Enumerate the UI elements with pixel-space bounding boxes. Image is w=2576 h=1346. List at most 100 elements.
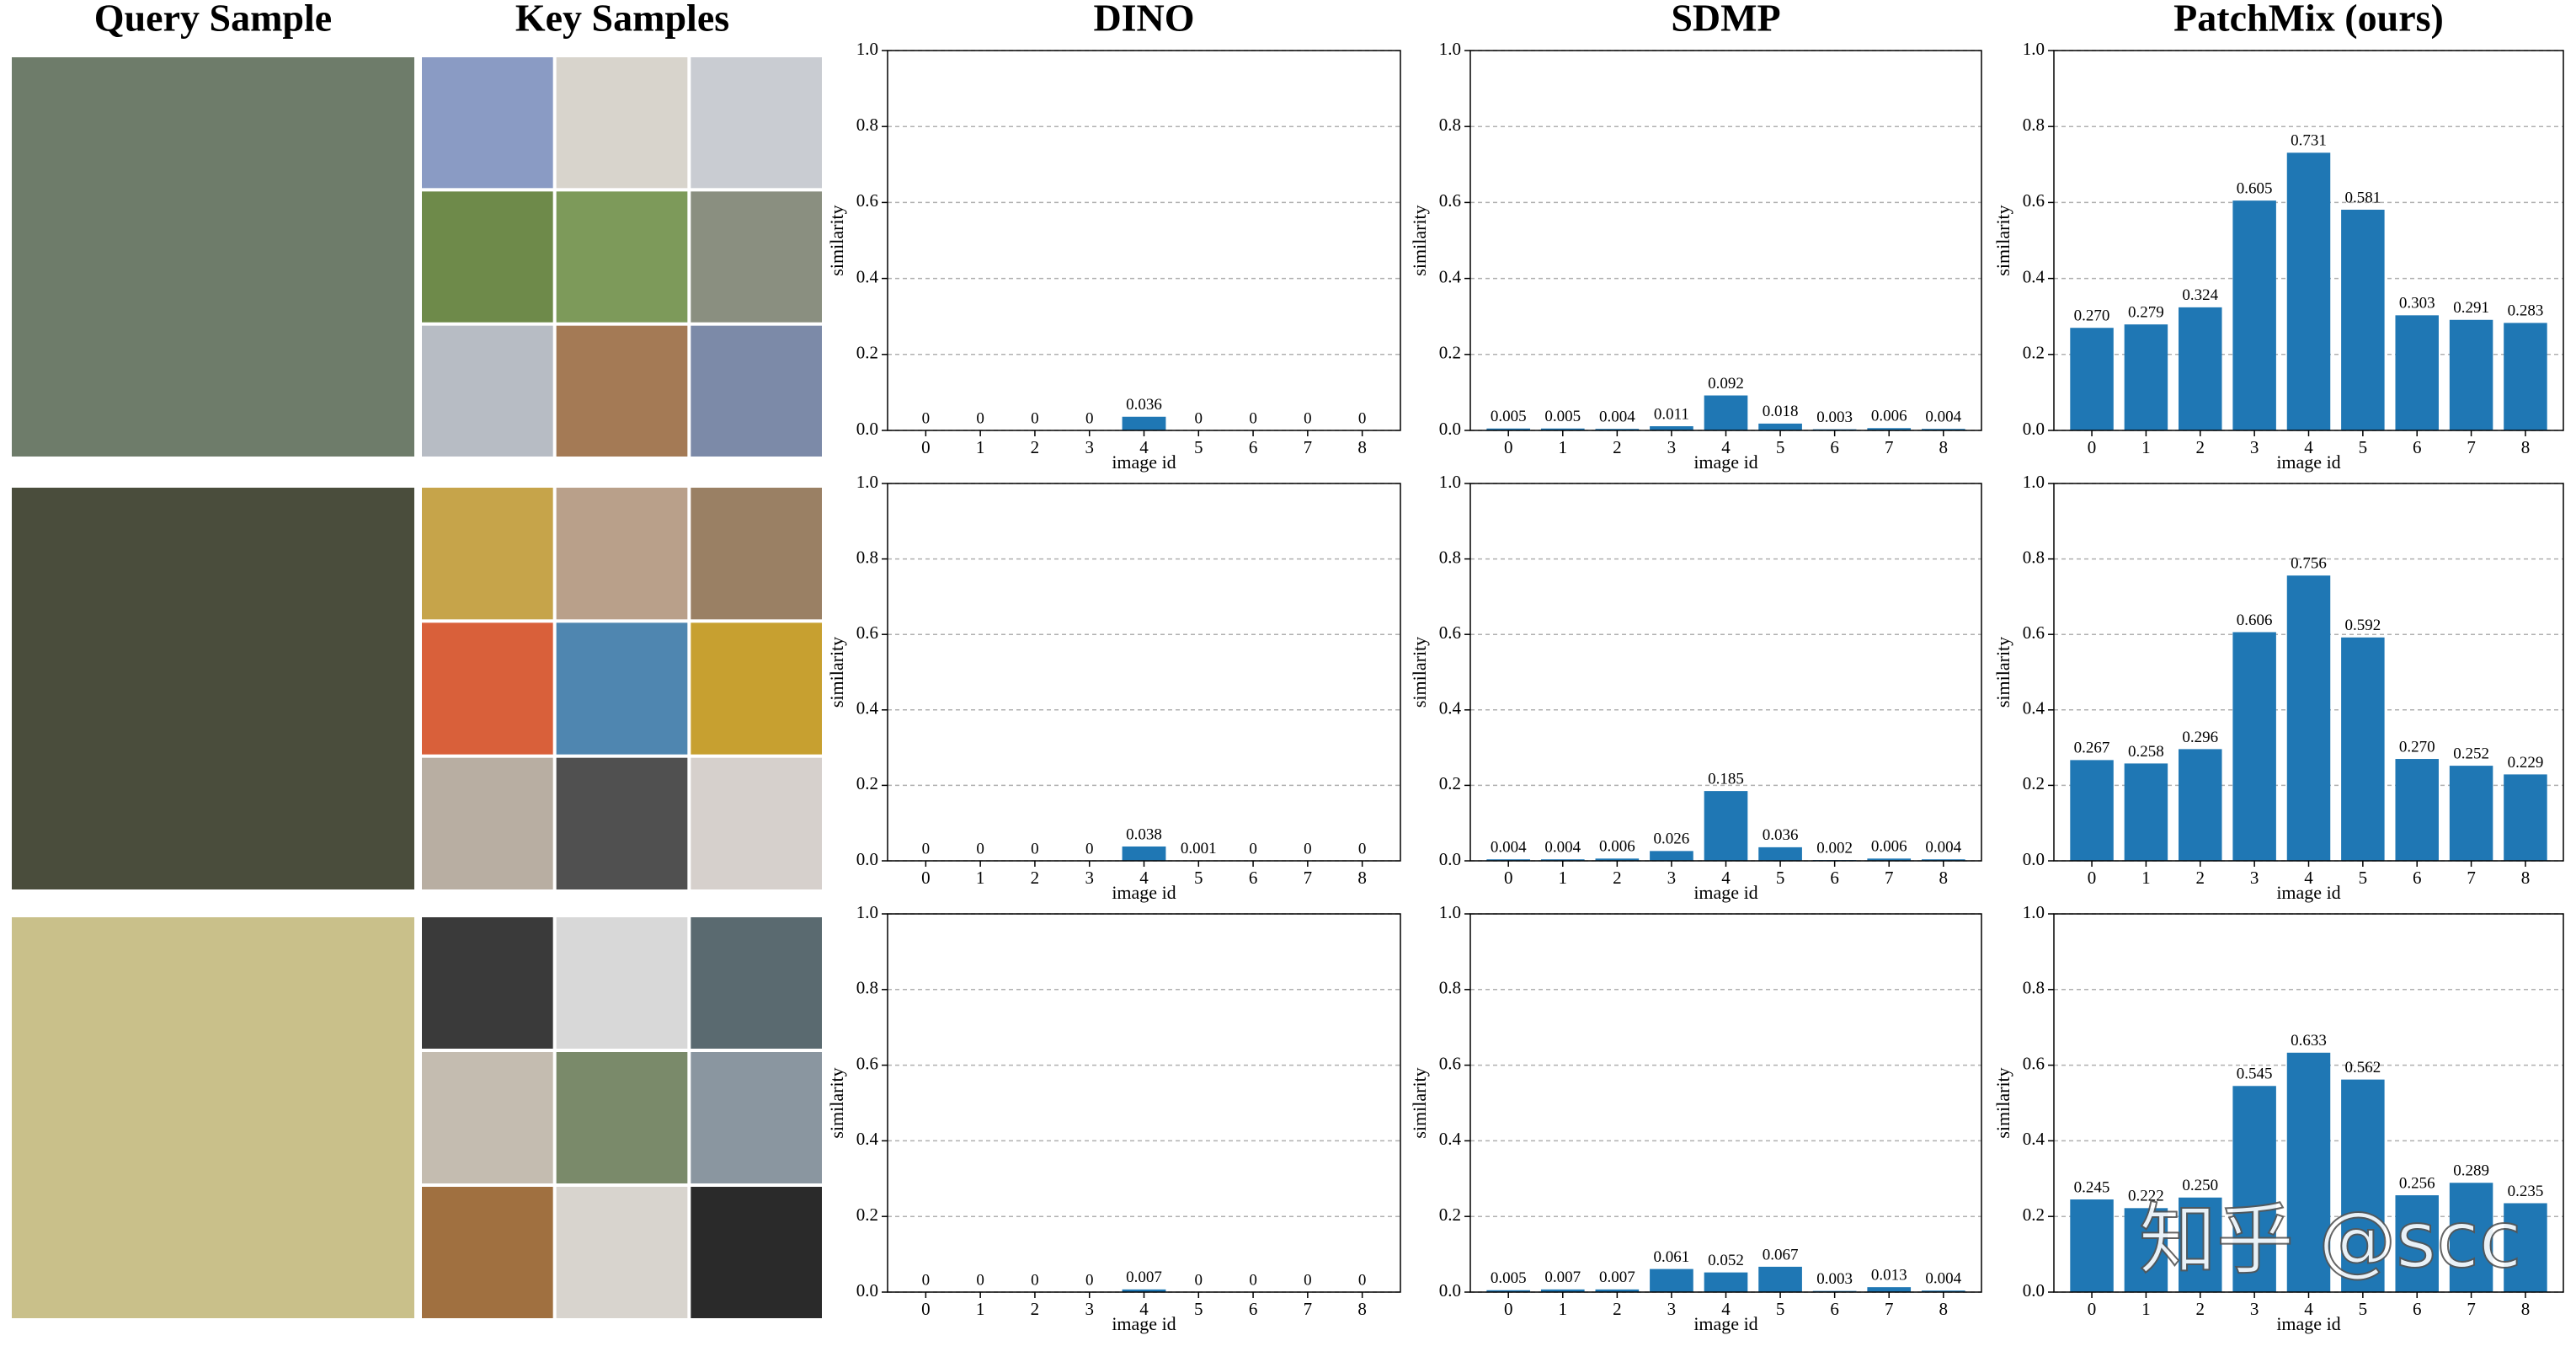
bar [2070,760,2114,861]
x-tick-label: 7 [2467,868,2476,888]
plot-frame [2053,483,2564,862]
y-tick-label: 0.0 [2023,849,2045,869]
x-tick-label: 6 [2413,1299,2422,1319]
key-photo [422,917,553,1049]
x-tick-label: 3 [1085,1299,1094,1319]
value-label: 0.270 [2399,738,2435,756]
value-label: 0.004 [1544,839,1581,857]
y-tick-label: 1.0 [856,902,878,922]
x-tick-label: 5 [2359,1299,2368,1319]
bar [2341,209,2385,430]
bar [1122,1289,1166,1292]
bar [1650,1269,1693,1292]
bar [2286,152,2331,430]
key-photo [691,1187,822,1318]
y-tick-label: 0.6 [856,190,878,211]
y-tick-label: 0.0 [856,1280,878,1301]
value-label: 0.283 [2508,302,2544,320]
y-tick-label: 0.2 [856,773,878,793]
plot-frame [887,483,1401,862]
x-tick-label: 2 [1031,868,1040,888]
bar [1595,858,1640,861]
x-tick-label: 7 [1304,437,1313,457]
bar [2504,1203,2547,1292]
value-label: 0.005 [1491,1269,1527,1287]
value-label: 0 [922,840,931,857]
x-tick-label: 6 [1249,1299,1258,1319]
y-tick-label: 0.2 [1439,773,1461,793]
x-tick-label: 0 [1504,1299,1513,1319]
value-label: 0 [1195,1271,1203,1289]
value-label: 0.258 [2128,743,2164,761]
bar-chart: 0.0 0.2 0.4 0.6 0.8 1.0 0.245 0 0.222 1 0.250 2 0.54… [1992,902,2564,1334]
y-tick-label: 0.2 [2023,1204,2045,1225]
x-tick-label: 5 [2359,437,2368,457]
y-tick-label: 0.8 [2023,115,2045,135]
bar [2124,763,2168,861]
value-label: 0 [1031,840,1039,857]
value-label: 0.005 [1491,408,1527,425]
value-label: 0.004 [1925,1270,1961,1288]
value-label: 0.006 [1871,838,1907,856]
bar [1486,428,1531,430]
plot-frame [2053,913,2564,1293]
value-label: 0.006 [1871,408,1907,425]
y-tick-label: 0.4 [856,1129,879,1149]
plot-frame [887,913,1401,1293]
x-tick-label: 3 [1085,437,1094,457]
bar [1704,395,1748,430]
x-tick-label: 7 [2467,437,2476,457]
y-axis-label: similarity [1409,1067,1430,1138]
x-tick-label: 8 [1939,437,1949,457]
bar [2070,1199,2114,1292]
y-tick-label: 0.2 [2023,773,2045,793]
y-tick-label: 0.2 [1439,343,1461,363]
x-axis-label: image id [2276,451,2340,473]
bar [2449,766,2493,861]
x-tick-label: 3 [1667,437,1677,457]
value-label: 0 [1304,1271,1312,1289]
key-photo [422,1187,553,1318]
value-label: 0.007 [1126,1269,1162,1286]
x-tick-label: 2 [1031,1299,1040,1319]
x-tick-label: 3 [2250,1299,2259,1319]
plot-frame [1469,483,1982,862]
bar [1595,1289,1640,1292]
value-label: 0.303 [2399,295,2435,312]
bar-chart: 0.0 0.2 0.4 0.6 0.8 1.0 0.005 0 0.007 1 0.007 2 0.06… [1409,902,1982,1334]
key-photo [556,917,688,1049]
value-label: 0.004 [1925,839,1961,857]
x-tick-label: 7 [1885,437,1894,457]
value-label: 0.011 [1654,405,1689,423]
value-label: 0.324 [2182,286,2218,304]
value-label: 0.605 [2237,180,2273,198]
bar [2504,323,2547,430]
key-photo [422,488,553,620]
x-tick-label: 1 [1559,868,1568,888]
y-tick-label: 0.6 [1439,190,1461,211]
y-tick-label: 0.6 [856,622,878,643]
bar [1921,429,1965,430]
bar [1867,1287,1912,1292]
key-photo [691,191,822,323]
value-label: 0.545 [2237,1066,2273,1083]
x-tick-label: 6 [1249,437,1258,457]
bar [1704,791,1748,861]
bar-chart: 0.0 0.2 0.4 0.6 0.8 1.0 0 0 0 1 0 2 0 3 0.007 4 0 5 0 6 0 7 0 8… [826,902,1401,1334]
key-photo [691,757,822,889]
value-label: 0.052 [1708,1252,1744,1269]
value-label: 0.036 [1126,396,1162,414]
x-tick-label: 4 [2304,1299,2313,1319]
x-tick-label: 2 [2196,868,2205,888]
value-label: 0.633 [2291,1032,2327,1050]
x-tick-label: 8 [1939,868,1949,888]
bar [2232,632,2276,861]
y-tick-label: 0.8 [856,547,878,567]
y-tick-label: 0.2 [2023,343,2045,363]
plot-frame [887,50,1401,431]
x-tick-label: 0 [2088,868,2097,888]
x-tick-label: 0 [921,437,931,457]
y-tick-label: 0.6 [2023,1053,2045,1073]
x-tick-label: 8 [1357,868,1367,888]
x-tick-label: 6 [1830,868,1839,888]
